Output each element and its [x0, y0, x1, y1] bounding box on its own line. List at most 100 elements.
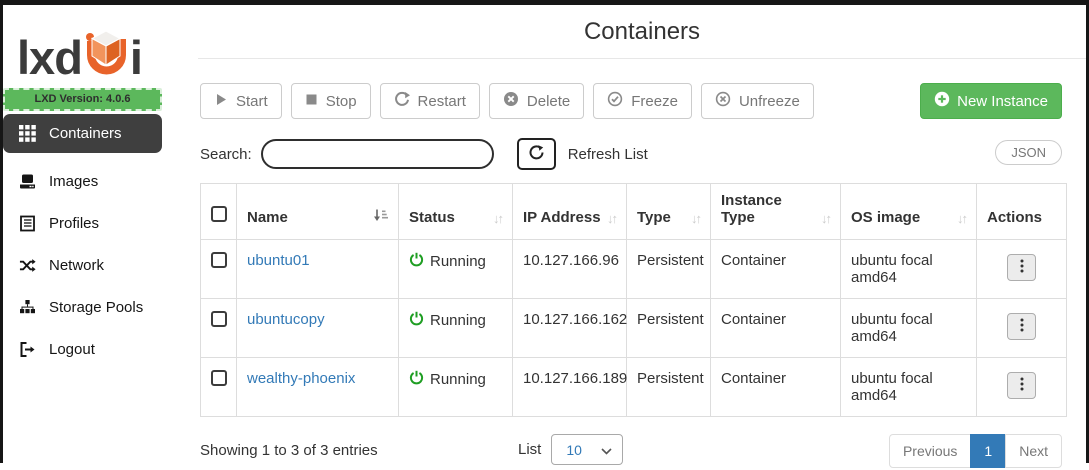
page-size-group: List 10 [518, 434, 624, 465]
instance-action-buttons: Start Stop [200, 83, 814, 119]
sidebar-item-label: Storage Pools [49, 299, 144, 316]
search-input[interactable] [260, 139, 494, 169]
sidebar-item-label: Network [49, 257, 105, 274]
delete-button[interactable]: Delete [488, 83, 585, 119]
sidebar-nav: Containers Images [3, 114, 198, 367]
sort-both-icon: ↓↑ [821, 211, 832, 226]
sidebar-item-images[interactable]: Images [3, 164, 198, 199]
sidebar-item-storage-pools[interactable]: Storage Pools [3, 290, 198, 325]
search-row: Search: Refresh List JSON [200, 138, 1062, 170]
sidebar-item-containers[interactable]: Containers [3, 114, 162, 153]
stop-button-label: Stop [325, 92, 357, 110]
container-name-link[interactable]: wealthy-phoenix [247, 370, 356, 387]
column-label: Name [247, 209, 288, 226]
row-checkbox[interactable] [211, 252, 227, 268]
table-footer: Showing 1 to 3 of 3 entries List 10 Prev… [200, 434, 1062, 470]
row-actions-button[interactable] [1007, 254, 1036, 281]
page-size-select[interactable]: 10 [551, 434, 624, 465]
status-text: Running [430, 253, 486, 270]
lxd-cube-icon [83, 26, 129, 83]
start-button-label: Start [236, 92, 268, 110]
refresh-list-label: Refresh List [567, 145, 648, 163]
vertical-ellipsis-icon [1020, 259, 1024, 276]
column-label: Status [409, 209, 455, 226]
container-name-link[interactable]: ubuntu01 [247, 252, 310, 269]
freeze-button-label: Freeze [631, 92, 678, 110]
sidebar-item-label: Profiles [49, 215, 100, 232]
shuffle-icon [19, 257, 36, 274]
app-window: lxd i LXD Version: 4.0.6 [3, 5, 1086, 468]
type-cell: Persistent [626, 357, 711, 417]
refresh-button[interactable] [516, 138, 556, 170]
os-image-cell: ubuntu focal amd64 [840, 239, 977, 299]
pagination-previous-button[interactable]: Previous [888, 434, 972, 468]
ip-address-cell: 10.127.166.162 [512, 298, 627, 358]
toolbar: Start Stop [200, 83, 1062, 119]
os-image-cell: ubuntu focal amd64 [840, 357, 977, 417]
freeze-button[interactable]: Freeze [593, 83, 692, 119]
row-checkbox[interactable] [211, 370, 227, 386]
sidebar: lxd i LXD Version: 4.0.6 [3, 5, 198, 463]
container-name-link[interactable]: ubuntucopy [247, 311, 325, 328]
column-header-name[interactable]: Name [236, 183, 399, 240]
column-header-type[interactable]: Type ↓↑ [626, 183, 711, 240]
entries-info: Showing 1 to 3 of 3 entries [200, 442, 378, 459]
pagination: Previous 1 Next [888, 434, 1062, 468]
column-label: Actions [987, 209, 1043, 226]
select-all-checkbox[interactable] [211, 206, 227, 222]
row-checkbox[interactable] [211, 311, 227, 327]
unfreeze-circle-icon [715, 91, 731, 111]
sidebar-item-logout[interactable]: Logout [3, 332, 198, 367]
list-icon [19, 215, 36, 232]
vertical-ellipsis-icon [1020, 377, 1024, 394]
new-instance-label: New Instance [957, 92, 1048, 110]
stop-button[interactable]: Stop [290, 83, 371, 119]
table-row: ubuntu01 Running [200, 239, 1067, 299]
vertical-ellipsis-icon [1020, 318, 1024, 335]
status-text: Running [430, 312, 486, 329]
os-image-cell: ubuntu focal amd64 [840, 298, 977, 358]
row-actions-button[interactable] [1007, 313, 1036, 340]
page-title: Containers [198, 5, 1086, 59]
unfreeze-button-label: Unfreeze [738, 92, 800, 110]
restart-button[interactable]: Restart [379, 83, 480, 119]
list-label: List [518, 441, 542, 458]
containers-table: Name [200, 183, 1067, 417]
plus-circle-icon [934, 91, 950, 111]
start-button[interactable]: Start [200, 83, 282, 119]
sidebar-item-network[interactable]: Network [3, 248, 198, 283]
column-header-status[interactable]: Status ↓↑ [398, 183, 513, 240]
search-label: Search: [200, 145, 252, 163]
lxdui-logo: lxd i [3, 9, 198, 81]
logout-icon [19, 341, 36, 358]
table-header-row: Name [200, 183, 1067, 240]
restart-icon [394, 91, 410, 111]
grid-icon [19, 125, 36, 142]
sidebar-item-profiles[interactable]: Profiles [3, 206, 198, 241]
power-icon [409, 311, 424, 330]
json-button[interactable]: JSON [995, 140, 1062, 165]
row-actions-button[interactable] [1007, 372, 1036, 399]
power-icon [409, 252, 424, 271]
instance-type-cell: Container [710, 239, 841, 299]
column-label: Type [637, 209, 671, 226]
pagination-next-button[interactable]: Next [1005, 434, 1062, 468]
sort-both-icon: ↓↑ [691, 211, 702, 226]
column-header-ip-address[interactable]: IP Address ↓↑ [512, 183, 627, 240]
table-row: ubuntucopy Running [200, 298, 1067, 358]
type-cell: Persistent [626, 298, 711, 358]
delete-circle-icon [503, 91, 519, 111]
new-instance-button[interactable]: New Instance [920, 83, 1062, 119]
power-icon [409, 370, 424, 389]
page-size-value: 10 [566, 441, 582, 458]
stop-icon [305, 93, 318, 110]
column-header-instance-type[interactable]: Instance Type ↓↑ [710, 183, 841, 240]
unfreeze-button[interactable]: Unfreeze [700, 83, 814, 119]
restart-button-label: Restart [417, 92, 466, 110]
sidebar-item-label: Containers [49, 125, 122, 142]
pagination-page-1-button[interactable]: 1 [970, 434, 1007, 468]
sidebar-item-label: Images [49, 173, 99, 190]
table-row: wealthy-phoenix Running [200, 357, 1067, 417]
column-label: Instance Type [721, 192, 782, 226]
column-header-os-image[interactable]: OS image ↓↑ [840, 183, 977, 240]
